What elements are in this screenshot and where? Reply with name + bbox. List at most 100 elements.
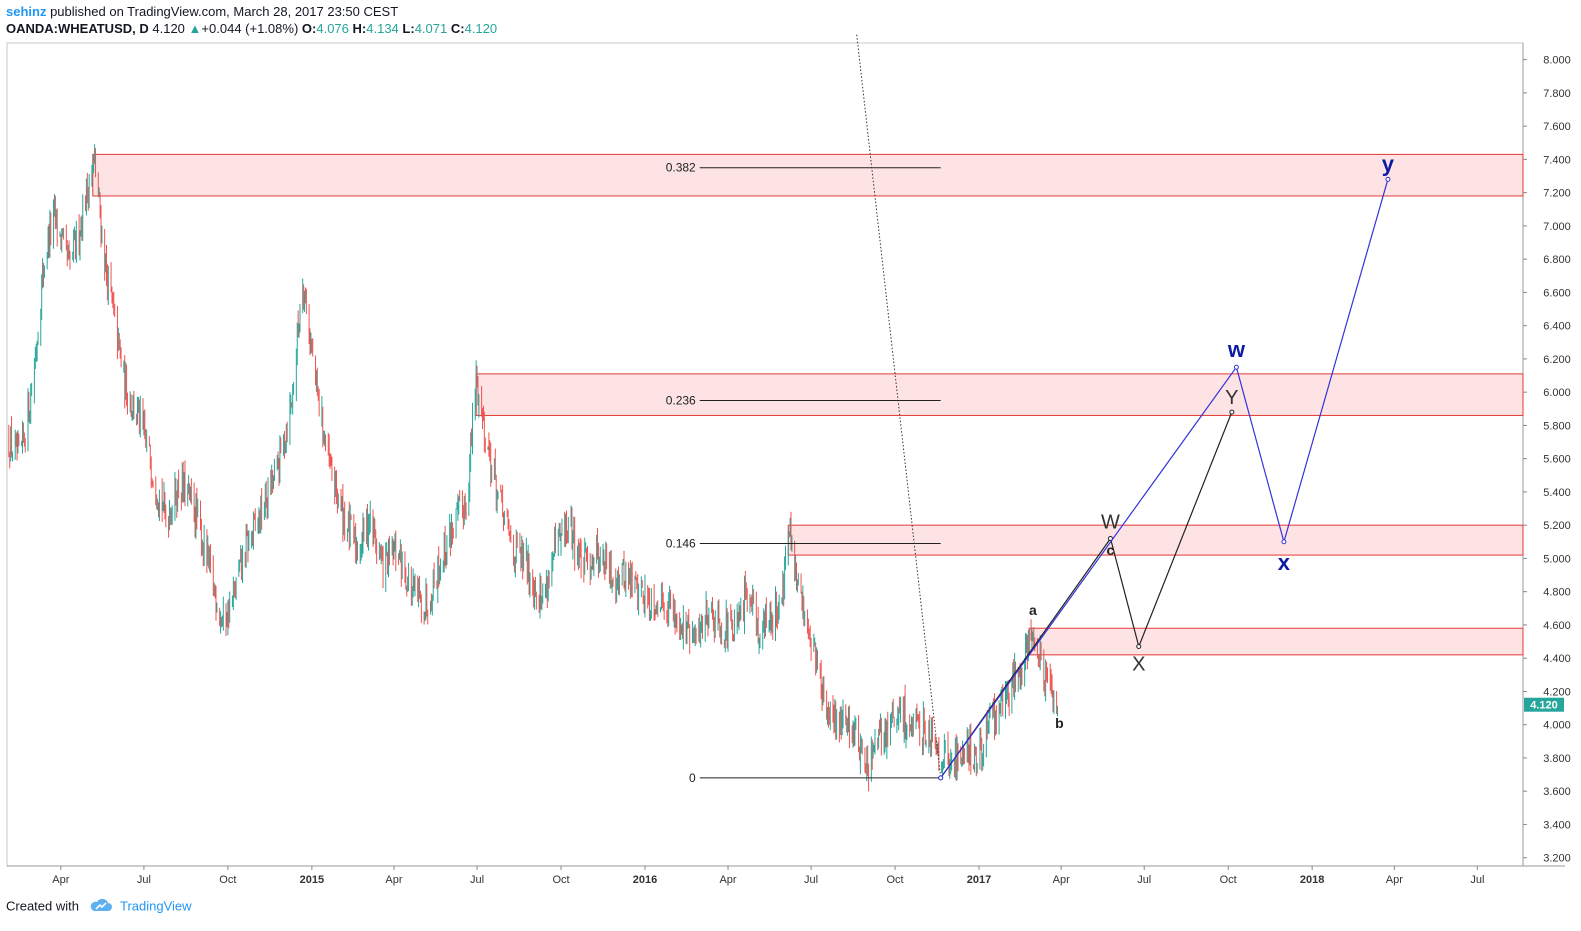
fib-level-label: 0.236 [666,393,696,407]
price-tick-label: 6.800 [1543,254,1571,266]
time-tick-label: Jul [470,874,484,886]
fib-level-label: 0.146 [666,536,696,550]
secondary-wave-label: X [1132,654,1145,676]
price-tick-label: 4.800 [1543,587,1571,599]
high-label: H: [352,21,367,36]
price-tick-label: 3.400 [1543,819,1571,831]
time-tick-label: Oct [886,874,903,886]
close-label: C: [450,21,465,36]
primary-wave-label: x [1278,550,1291,575]
last-price-label: 4.120 [1530,700,1558,712]
time-tick-label: Apr [719,874,736,886]
resistance-zone [1028,627,1524,656]
fib-level-label: 0.382 [666,161,696,175]
author-link[interactable]: sehinz [6,4,47,19]
symbol-line: OANDA:WHEATUSD, D 4.120 ▲+0.044 (+1.08%)… [6,20,497,37]
price-tick-label: 3.800 [1543,753,1571,765]
price-tick-label: 5.400 [1543,487,1571,499]
open-value: 4.076 [316,21,349,36]
high-value: 4.134 [366,21,399,36]
price-tick-label: 4.400 [1543,653,1571,665]
time-tick-label: Apr [52,874,69,886]
price-tick-label: 6.600 [1543,287,1571,299]
trend-line [856,34,942,778]
secondary-wave-path [940,411,1233,779]
trendline [856,34,942,778]
secondary-wave-label: Y [1225,387,1238,409]
time-axis: Apr Jul Oct 2015 Apr Jul Oct 2016 Apr Jul Oct 2017 A… [52,866,1484,886]
price-tick-label: 6.400 [1543,321,1571,333]
price-tick-label: 5.000 [1543,553,1571,565]
wave-annotation: a [1029,602,1037,618]
time-tick-label: 2015 [300,874,324,886]
time-tick-label: Oct [219,874,236,886]
symbol-label[interactable]: OANDA:WHEATUSD, D [6,21,149,36]
primary-wave-point [1385,176,1391,182]
wave-annotation: b [1055,715,1064,731]
price-tick-label: 6.200 [1543,354,1571,366]
price-tick-label: 7.200 [1543,188,1571,200]
low-label: L: [402,21,415,36]
open-label: O: [301,21,317,36]
created-with-text: Created with [6,898,79,914]
price-axis: 3.200 3.400 3.600 3.800 4.000 4.200 4.400 4.600… [1523,55,1571,865]
price-tick-label: 4.200 [1543,686,1571,698]
price-tick-label: 7.800 [1543,88,1571,100]
resistance-zone [475,373,1524,416]
resistance-zones [92,153,1524,656]
primary-wave-label: w [1227,337,1246,362]
published-text: published on TradingView.com, March 28, … [46,4,399,19]
low-value: 4.071 [414,21,448,36]
tradingview-link[interactable]: TradingView [120,898,192,914]
time-tick-label: Jul [137,874,151,886]
resistance-zone [92,153,1524,197]
publish-line: sehinz published on TradingView.com, Mar… [6,3,497,20]
price-tick-label: 5.200 [1543,520,1571,532]
primary-wave-label: y [1382,151,1395,176]
price-tick-label: 5.800 [1543,420,1571,432]
price-tick-label: 3.600 [1543,786,1571,798]
time-tick-label: Oct [552,874,569,886]
time-tick-label: 2016 [633,874,657,886]
time-tick-label: Jul [1137,874,1151,886]
last-price-tag [1524,697,1564,712]
primary-wave-point [938,775,944,781]
primary-wave-path [940,179,1389,779]
time-tick-label: 2017 [967,874,991,886]
price-tick-label: 4.600 [1543,620,1571,632]
time-tick-label: Jul [1470,874,1484,886]
footer: Created with TradingView [6,898,192,916]
time-tick-label: 2018 [1300,874,1324,886]
secondary-wave-point [1136,644,1142,650]
time-tick-label: Apr [1053,874,1070,886]
chart-header: sehinz published on TradingView.com, Mar… [6,3,497,37]
candles [8,144,1059,792]
secondary-wave-point [1229,409,1235,415]
change-value: +0.044 (+1.08%) [201,21,299,36]
price-tick-label: 7.000 [1543,221,1571,233]
time-tick-label: Apr [385,874,402,886]
last-price: 4.120 [152,21,185,36]
price-tick-label: 8.000 [1543,55,1571,67]
time-tick-label: Jul [804,874,818,886]
time-tick-label: Oct [1220,874,1237,886]
primary-wave-point [1281,539,1287,545]
change-arrow-icon: ▲ [188,21,202,36]
fib-level-label: 0 [689,771,696,785]
fib-levels: 0.382 0.236 0.146 0 [666,161,941,785]
price-tick-label: 4.000 [1543,720,1571,732]
resistance-zone [787,524,1524,556]
price-tick-label: 3.200 [1543,853,1571,865]
cloud-icon [89,898,113,916]
wave-paths: W X Yw x y a b c [938,151,1395,781]
price-tick-label: 7.400 [1543,154,1571,166]
time-tick-label: Apr [1386,874,1403,886]
price-tick-label: 5.600 [1543,454,1571,466]
secondary-wave-label: W [1101,511,1120,533]
close-value: 4.120 [464,21,498,36]
price-tick-label: 6.000 [1543,387,1571,399]
price-tick-label: 7.600 [1543,121,1571,133]
primary-wave-point [1233,364,1239,370]
wave-annotation: c [1107,542,1115,558]
